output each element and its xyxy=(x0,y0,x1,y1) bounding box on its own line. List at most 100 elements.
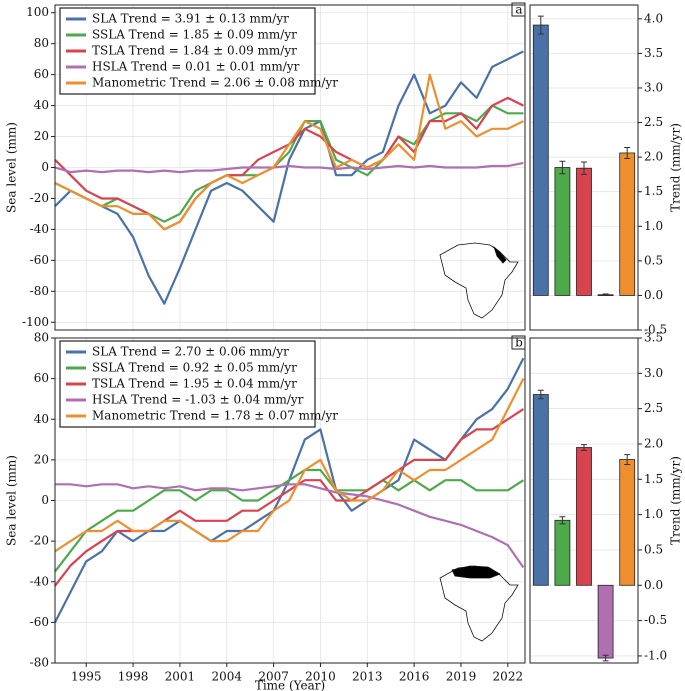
y-tick-label: -20 xyxy=(30,534,49,548)
series-line xyxy=(54,50,524,305)
y-tick-label: 40 xyxy=(34,412,49,426)
x-tick-label: 2010 xyxy=(305,670,336,684)
y-tick-label: -1.0 xyxy=(644,648,667,662)
y-tick-label: -60 xyxy=(30,253,49,267)
error-bar xyxy=(581,161,587,175)
panel-label: a xyxy=(515,3,522,17)
y-tick-label: -0.5 xyxy=(644,323,667,337)
error-bar xyxy=(559,516,566,525)
x-tick-label: 2001 xyxy=(165,670,196,684)
legend-label: HSLA Trend = 0.01 ± 0.01 mm/yr xyxy=(92,60,300,74)
legend-box xyxy=(59,340,316,428)
y-tick-label: -0.5 xyxy=(644,613,667,627)
y-tick-label: 0 xyxy=(41,493,49,507)
y-tick-label: 0.0 xyxy=(644,288,663,302)
x-tick-label: 2013 xyxy=(352,670,383,684)
y-tick-label: 3.0 xyxy=(644,366,663,380)
y-tick-label: 2.5 xyxy=(644,401,663,415)
legend-label: Manometric Trend = 1.78 ± 0.07 mm/yr xyxy=(92,409,338,423)
y-tick-label: -20 xyxy=(30,191,49,205)
y-tick-label: 60 xyxy=(34,67,49,81)
y-tick-label: 40 xyxy=(34,98,49,112)
legend-label: SLA Trend = 2.70 ± 0.06 mm/yr xyxy=(92,345,289,359)
bar xyxy=(532,394,549,586)
series-line xyxy=(54,408,525,587)
y-axis-label: Sea level (mm) xyxy=(5,122,19,213)
y-tick-label: 20 xyxy=(34,452,49,466)
africa-maps xyxy=(439,242,519,642)
legend-label: SSLA Trend = 1.85 ± 0.09 mm/yr xyxy=(92,28,297,42)
y-tick-label: 1.0 xyxy=(644,507,663,521)
error-bar xyxy=(537,389,544,400)
legend-label: SSLA Trend = 0.92 ± 0.05 mm/yr xyxy=(92,361,297,375)
bar xyxy=(597,584,614,659)
series-line xyxy=(54,73,524,231)
legend-label: HSLA Trend = -1.03 ± 0.04 mm/yr xyxy=(92,393,304,407)
panel-label-box xyxy=(511,2,526,17)
x-tick-label: 1998 xyxy=(118,670,149,684)
error-bar xyxy=(581,444,587,451)
africa-map-a xyxy=(439,242,519,319)
bar xyxy=(576,167,592,296)
legend-box xyxy=(59,7,316,95)
highlight-b xyxy=(451,565,501,579)
y-tick-label: -40 xyxy=(30,222,49,236)
bar xyxy=(554,519,571,586)
y-tick-label: 0.5 xyxy=(644,253,663,267)
x-tick-label: 2022 xyxy=(493,670,524,684)
y-tick-label: 60 xyxy=(34,371,49,385)
y-tick-label: 80 xyxy=(34,36,49,50)
y-axis-label: Trend (mm/yr) xyxy=(669,123,683,212)
legend-label: TSLA Trend = 1.84 ± 0.09 mm/yr xyxy=(92,44,297,58)
x-tick-label: 1995 xyxy=(71,670,102,684)
y-tick-label: -80 xyxy=(30,284,49,298)
y-tick-label: 20 xyxy=(34,129,49,143)
y-tick-label: 3.0 xyxy=(644,80,663,94)
y-axis-label: Trend (mm/yr) xyxy=(669,456,683,545)
error-bar xyxy=(537,15,544,35)
error-bar xyxy=(602,654,609,662)
x-tick-label: 2016 xyxy=(399,670,430,684)
y-tick-label: 1.5 xyxy=(644,184,663,198)
bar xyxy=(619,459,636,586)
y-tick-label: -100 xyxy=(22,315,49,329)
error-bar xyxy=(602,293,609,296)
y-tick-label: 2.5 xyxy=(644,115,663,129)
bar xyxy=(554,167,571,296)
y-tick-label: -80 xyxy=(30,656,49,670)
bar xyxy=(532,24,549,296)
series-line xyxy=(55,483,525,569)
y-tick-label: 2.0 xyxy=(644,436,663,450)
y-tick-label: 0 xyxy=(41,160,49,174)
error-bar xyxy=(624,146,631,160)
error-bar xyxy=(624,454,631,465)
legend-label: TSLA Trend = 1.95 ± 0.04 mm/yr xyxy=(92,377,297,391)
bar xyxy=(619,152,636,296)
y-tick-label: 80 xyxy=(34,331,49,345)
legend-label: SLA Trend = 3.91 ± 0.13 mm/yr xyxy=(92,12,289,26)
series-line xyxy=(54,378,525,553)
y-tick-label: 1.0 xyxy=(644,219,663,233)
frame xyxy=(529,4,639,331)
x-tick-label: 2019 xyxy=(446,670,477,684)
panel-label: b xyxy=(515,336,523,350)
series-line xyxy=(54,468,524,573)
y-tick-label: 4.0 xyxy=(644,11,663,25)
bar xyxy=(576,447,592,586)
x-tick-label: 2004 xyxy=(211,670,242,684)
x-axis-label: Time (Year) xyxy=(255,679,325,691)
y-axis-label: Sea level (mm) xyxy=(5,455,19,546)
series-line xyxy=(54,161,524,174)
y-tick-label: -40 xyxy=(30,574,49,588)
frame xyxy=(54,4,526,331)
panel-label-box xyxy=(511,335,526,350)
x-tick-label: 2007 xyxy=(258,670,289,684)
legend-label: Manometric Trend = 2.06 ± 0.08 mm/yr xyxy=(92,76,338,90)
y-tick-label: 3.5 xyxy=(644,331,663,345)
frame xyxy=(529,337,639,664)
y-tick-label: 0.5 xyxy=(644,542,663,556)
frame xyxy=(54,337,526,664)
y-tick-label: 1.5 xyxy=(644,472,663,486)
y-tick-label: 0.0 xyxy=(644,578,663,592)
